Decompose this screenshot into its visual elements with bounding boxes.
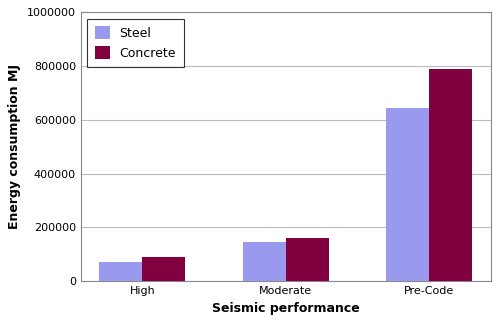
- Bar: [99, 262, 142, 281]
- Y-axis label: Energy consumption MJ: Energy consumption MJ: [8, 64, 21, 229]
- X-axis label: Seismic performance: Seismic performance: [212, 302, 360, 315]
- Bar: [429, 69, 472, 281]
- Bar: [286, 238, 329, 281]
- Legend: Steel, Concrete: Steel, Concrete: [87, 19, 184, 67]
- Bar: [386, 108, 429, 281]
- Bar: [243, 242, 286, 281]
- Bar: [142, 257, 186, 281]
